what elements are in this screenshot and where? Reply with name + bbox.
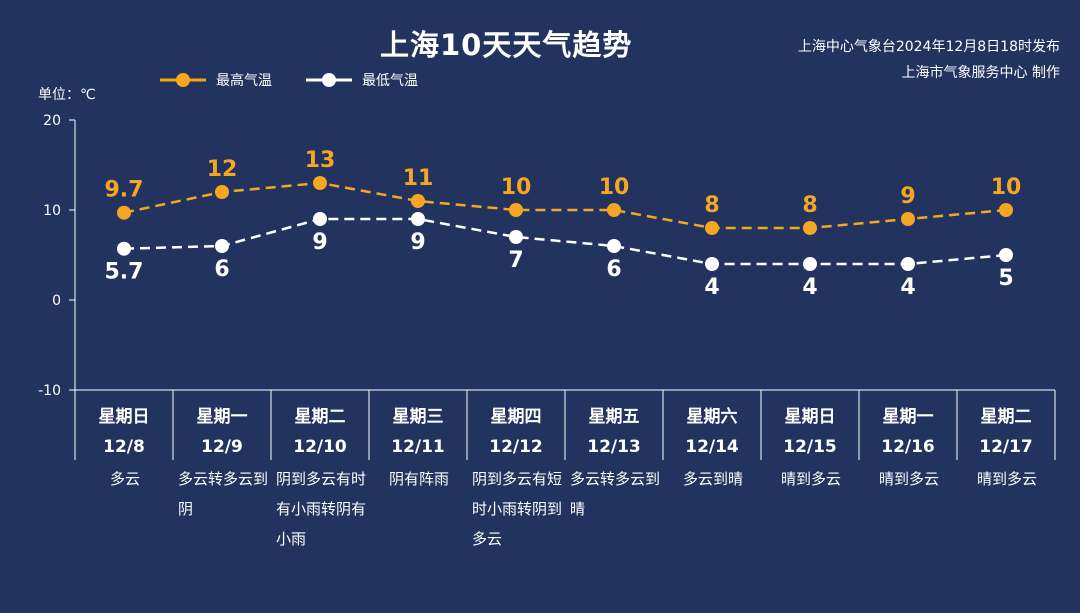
low-temp-label: 7 <box>508 248 523 273</box>
legend-low-label: 最低气温 <box>362 73 418 89</box>
weather-description: 阴到多云有时有小雨转阴有小雨 <box>276 470 367 548</box>
x-date-label: 12/8 <box>103 437 145 457</box>
high-temp-point <box>803 221 817 235</box>
x-date-label: 12/13 <box>587 437 641 457</box>
y-tick-label: 20 <box>43 113 61 129</box>
x-weekday-label: 星期二 <box>295 407 346 427</box>
y-tick-label: -10 <box>38 383 61 399</box>
x-weekday-label: 星期四 <box>491 407 542 427</box>
x-date-label: 12/12 <box>489 437 543 457</box>
low-temp-label: 9 <box>312 230 327 255</box>
low-temp-label: 6 <box>606 257 621 282</box>
low-temp-point <box>901 257 915 271</box>
high-temp-label: 13 <box>305 148 336 173</box>
x-date-label: 12/17 <box>979 437 1033 457</box>
weather-description: 多云转多云到晴 <box>570 470 661 518</box>
low-temp-point <box>313 212 327 226</box>
legend: 最高气温 最低气温 <box>160 70 452 90</box>
low-temp-label: 6 <box>214 257 229 282</box>
low-temp-point <box>215 239 229 253</box>
low-temp-label: 4 <box>704 275 719 300</box>
low-temp-point <box>999 248 1013 262</box>
low-temp-point <box>411 212 425 226</box>
x-weekday-label: 星期一 <box>883 407 934 427</box>
low-temp-label: 5.7 <box>105 260 144 285</box>
weather-description: 多云到晴 <box>682 470 743 488</box>
weather-description: 阴有阵雨 <box>388 470 449 488</box>
high-temp-point <box>705 221 719 235</box>
x-weekday-label: 星期日 <box>785 407 836 427</box>
high-temp-label: 10 <box>991 175 1022 200</box>
high-temp-point <box>509 203 523 217</box>
x-weekday-label: 星期二 <box>981 407 1032 427</box>
low-temp-point <box>803 257 817 271</box>
y-tick-label: 10 <box>43 203 61 219</box>
high-temp-point <box>607 203 621 217</box>
y-tick-label: 0 <box>52 293 61 309</box>
high-temp-label: 10 <box>599 175 630 200</box>
high-temp-label: 12 <box>207 157 238 182</box>
low-temp-label: 4 <box>900 275 915 300</box>
low-temp-point <box>117 241 131 256</box>
x-date-label: 12/16 <box>881 437 935 457</box>
high-temp-label: 10 <box>501 175 532 200</box>
x-weekday-label: 星期六 <box>687 406 738 427</box>
high-temp-label: 9 <box>900 184 915 209</box>
x-date-label: 12/11 <box>391 437 445 457</box>
legend-high: 最高气温 <box>160 70 272 90</box>
low-temp-point <box>509 230 523 244</box>
x-date-label: 12/10 <box>293 437 347 457</box>
weather-description: 晴到多云 <box>780 470 841 488</box>
low-temp-label: 4 <box>802 275 817 300</box>
weather-description: 多云转多云到阴 <box>178 470 269 518</box>
high-temp-point <box>117 205 131 220</box>
x-weekday-label: 星期三 <box>393 407 444 427</box>
high-temp-point <box>313 176 327 190</box>
high-temp-point <box>901 212 915 226</box>
high-temp-label: 8 <box>704 193 719 218</box>
x-weekday-label: 星期五 <box>589 407 640 427</box>
high-temp-line <box>123 181 1007 230</box>
low-temp-point <box>705 257 719 271</box>
source-line-2: 上海市气象服务中心 制作 <box>901 65 1060 81</box>
low-temp-label: 9 <box>410 230 425 255</box>
legend-low: 最低气温 <box>306 70 418 90</box>
unit-label: 单位：℃ <box>38 87 96 103</box>
weather-description: 多云 <box>109 470 140 488</box>
x-weekday-label: 星期日 <box>99 407 150 427</box>
weather-description: 晴到多云 <box>878 470 939 488</box>
low-temp-label: 5 <box>998 266 1013 291</box>
high-temp-point <box>999 203 1013 217</box>
weather-description: 晴到多云 <box>976 470 1037 488</box>
source-info: 上海中心气象台2024年12月8日18时发布 上海市气象服务中心 制作 <box>798 34 1060 86</box>
legend-high-label: 最高气温 <box>216 73 272 89</box>
weather-description: 阴到多云有短时小雨转阴到多云 <box>472 470 563 548</box>
high-temp-label: 8 <box>802 193 817 218</box>
chart-title: 上海10天天气趋势 <box>380 28 633 62</box>
x-date-label: 12/9 <box>201 437 243 457</box>
source-line-1: 上海中心气象台2024年12月8日18时发布 <box>797 39 1060 55</box>
high-temp-label: 9.7 <box>105 178 144 203</box>
high-temp-point <box>411 194 425 208</box>
legend-low-marker <box>306 73 352 87</box>
high-temp-label: 11 <box>403 166 434 191</box>
low-temp-line <box>123 217 1007 266</box>
low-temp-point <box>607 239 621 253</box>
x-weekday-label: 星期一 <box>197 407 248 427</box>
legend-high-marker <box>160 73 206 87</box>
x-date-label: 12/15 <box>783 437 837 457</box>
x-date-label: 12/14 <box>685 437 739 457</box>
high-temp-point <box>215 185 229 199</box>
